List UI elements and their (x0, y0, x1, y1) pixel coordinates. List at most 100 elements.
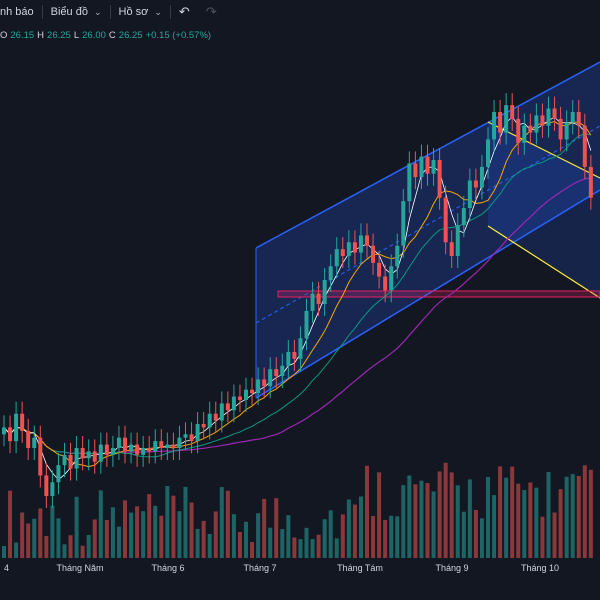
volume-bar (123, 500, 127, 558)
candle-body (14, 413, 19, 442)
candle-body (540, 115, 545, 126)
volume-bar (413, 484, 418, 558)
alert-button[interactable]: nh báo (0, 0, 42, 24)
candle-body (304, 310, 309, 339)
volume-bar (358, 496, 363, 558)
volume-bar (522, 490, 527, 558)
candle-body (346, 242, 351, 256)
x-axis-label: Tháng 6 (151, 563, 184, 573)
candle-body (431, 160, 436, 174)
x-axis-label: Tháng Năm (56, 563, 103, 573)
redo-icon: ↷ (205, 4, 217, 19)
candle-body (195, 424, 200, 442)
volume-bar (268, 527, 273, 558)
volume-bar (486, 476, 490, 558)
candle-body (588, 166, 593, 198)
volume-bar (286, 515, 291, 558)
high-key: H (37, 30, 45, 41)
volume-bar (534, 487, 539, 558)
volume-bar (32, 518, 37, 558)
volume-bar (110, 507, 115, 558)
volume-bar (274, 498, 279, 558)
candle-body (256, 379, 261, 394)
candle-body (492, 112, 497, 140)
undo-button[interactable]: ↶ (171, 0, 198, 24)
candle-body (365, 235, 369, 246)
volume-bar (552, 512, 557, 558)
volume-bar (2, 546, 6, 558)
volume-bar (498, 466, 503, 558)
volume-bar (322, 519, 327, 558)
candle-body (564, 122, 569, 140)
candle-body (389, 266, 394, 291)
volume-bar (62, 544, 67, 558)
volume-bar (219, 487, 224, 558)
candle-body (292, 352, 297, 359)
candle-body (322, 280, 327, 304)
undo-icon: ↶ (178, 4, 190, 19)
chart-menu-button[interactable]: Biểu đồ ⌄ (43, 0, 110, 24)
volume-bar (86, 534, 91, 558)
volume-bar (201, 520, 206, 558)
candle-body (26, 430, 31, 448)
profile-menu-button[interactable]: Hồ sơ ⌄ (111, 0, 170, 24)
volume-bar (129, 512, 134, 558)
candle-body (225, 403, 230, 411)
open-key: O (0, 30, 8, 41)
candle-body (510, 105, 515, 119)
candle-body (153, 441, 158, 452)
volume-bar (564, 476, 569, 558)
volume-bar (510, 466, 515, 558)
x-axis-label: Tháng Tám (337, 563, 383, 573)
candle-body (20, 413, 25, 431)
candle-body (147, 448, 152, 452)
candle-body (62, 454, 67, 466)
volume-bar (461, 511, 466, 558)
candle-body (68, 454, 73, 469)
candle-body (244, 389, 248, 400)
fib-fill (488, 122, 600, 298)
volume-bar (516, 483, 521, 558)
candle-body (425, 156, 430, 174)
volume-bar (316, 534, 321, 558)
candle-body (92, 451, 97, 462)
candle-body (98, 444, 103, 462)
volume-bar (504, 477, 509, 558)
candle-body (437, 160, 442, 198)
volume-bar (207, 533, 212, 558)
candle-body (129, 444, 134, 452)
volume-bar (298, 539, 303, 558)
volume-bar (570, 474, 575, 558)
volume-bar (540, 516, 545, 558)
volume-bar (304, 527, 309, 558)
toolbar-divider (109, 5, 111, 19)
candle-body (413, 163, 418, 178)
volume-bar (449, 472, 454, 558)
volume-bar (401, 485, 406, 558)
candle-body (123, 437, 127, 452)
redo-button[interactable]: ↷ (198, 0, 225, 24)
candle-body (443, 197, 448, 243)
candle-body (552, 108, 557, 119)
candle-body (237, 396, 242, 400)
volume-bar (546, 472, 551, 558)
volume-bar (473, 509, 478, 558)
candle-body (262, 379, 267, 387)
candle-body (171, 444, 176, 448)
x-axis-label: Tháng 9 (435, 563, 468, 573)
candle-body (516, 118, 521, 143)
volume-bar (68, 535, 73, 558)
candle-body (38, 437, 43, 476)
volume-bar (280, 529, 285, 558)
volume-bar (558, 489, 563, 558)
volume-bar (44, 536, 49, 558)
close-key: C (108, 30, 116, 41)
candle-body (582, 125, 587, 167)
candle-body (32, 437, 37, 448)
volume-bar (244, 521, 248, 558)
candle-body (44, 475, 49, 496)
candle-body (558, 118, 563, 140)
candle-body (80, 448, 85, 459)
open-value: 26.15 (10, 30, 35, 41)
